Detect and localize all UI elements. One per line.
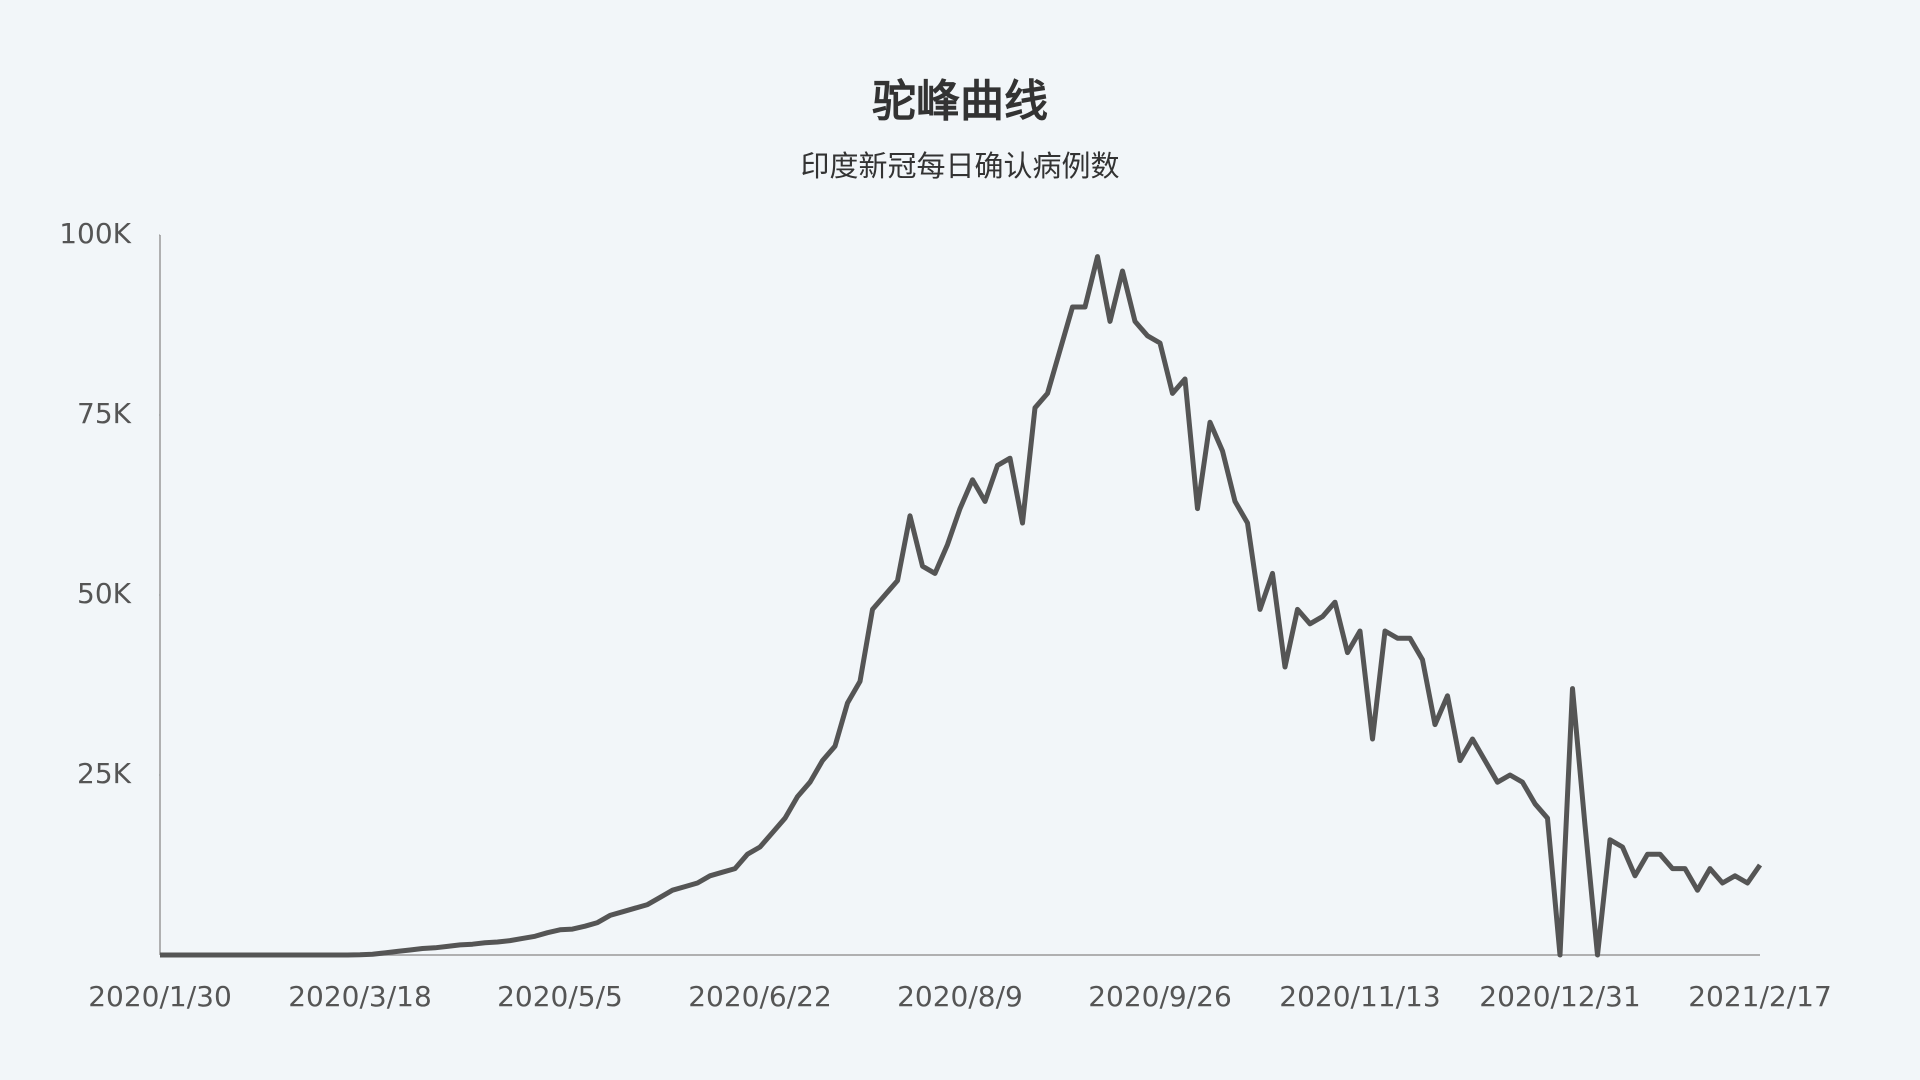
x-tick-label: 2020/6/22 [688,980,832,1013]
x-tick-label: 2020/5/5 [497,980,623,1013]
x-tick-label: 2020/8/9 [897,980,1023,1013]
x-tick-label: 2020/3/18 [288,980,432,1013]
x-tick-label: 2020/9/26 [1088,980,1232,1013]
chart-subtitle: 印度新冠每日确认病例数 [800,149,1119,183]
x-tick-label: 2020/11/13 [1279,980,1440,1013]
y-tick-label: 100K [59,217,131,250]
y-tick-label: 50K [77,577,132,610]
x-tick-label: 2020/12/31 [1479,980,1640,1013]
x-tick-label: 2021/2/17 [1688,980,1832,1013]
y-tick-label: 25K [77,757,132,790]
x-tick-label: 2020/1/30 [88,980,232,1013]
y-tick-label: 75K [77,397,132,430]
data-line [160,254,1763,958]
chart-title: 驼峰曲线 [872,76,1048,127]
